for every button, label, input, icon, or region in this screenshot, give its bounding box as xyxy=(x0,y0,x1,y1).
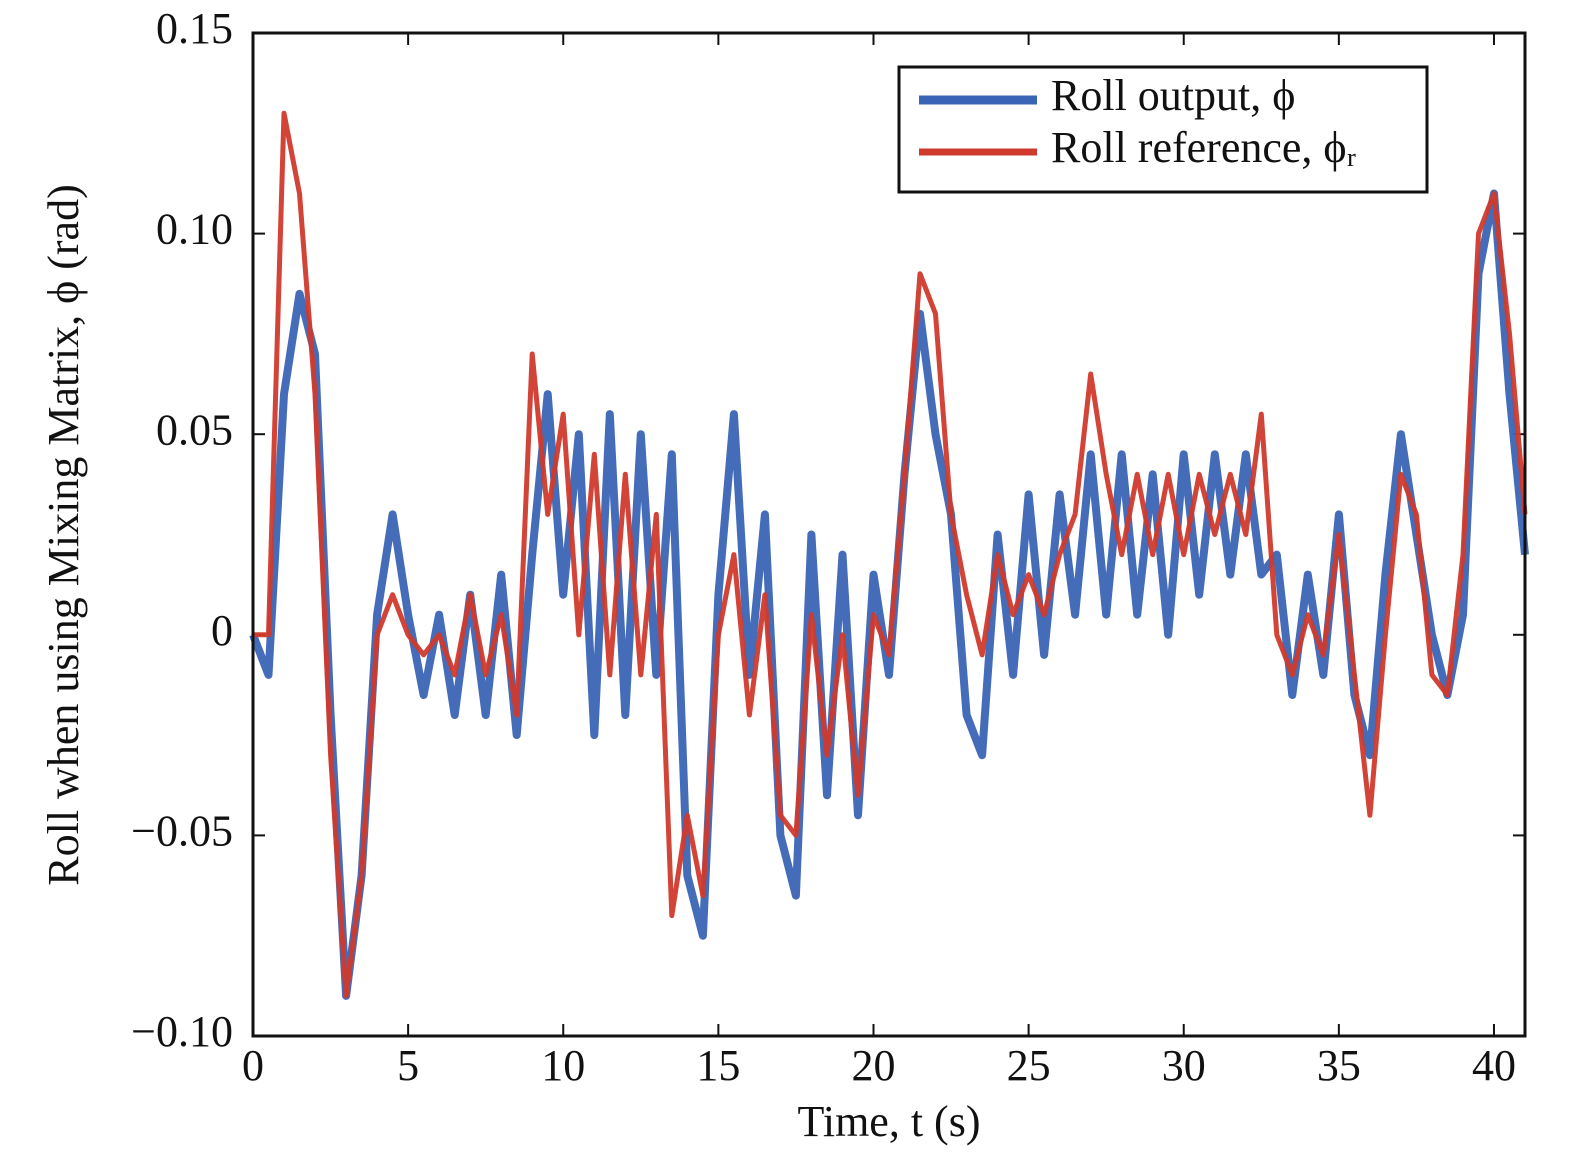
series-line xyxy=(249,189,1529,1000)
y-tick-label: −0.10 xyxy=(131,1007,233,1056)
y-tick-label: 0 xyxy=(211,606,233,655)
x-tick-label: 30 xyxy=(1162,1041,1206,1090)
x-tick-label: 0 xyxy=(242,1041,264,1090)
x-tick-label: 15 xyxy=(696,1041,740,1090)
x-tick-label: 10 xyxy=(541,1041,585,1090)
plot-frame xyxy=(251,31,1527,1038)
legend-box xyxy=(897,65,1429,194)
x-axis-label: Time, t (s) xyxy=(798,1097,981,1146)
x-tick-label: 35 xyxy=(1317,1041,1361,1090)
y-tick-label: −0.05 xyxy=(131,806,233,855)
y-axis-label: Roll when using Mixing Matrix, ϕ (rad) xyxy=(39,184,88,885)
series-line xyxy=(253,110,1528,999)
legend-label: Roll reference, ϕᵣ xyxy=(1051,123,1357,172)
x-tick-label: 40 xyxy=(1472,1041,1516,1090)
x-tick-label: 20 xyxy=(851,1041,895,1090)
x-tick-label: 5 xyxy=(397,1041,419,1090)
x-tick-label: 25 xyxy=(1007,1041,1051,1090)
y-tick-label: 0.15 xyxy=(156,4,233,53)
y-tick-label: 0.10 xyxy=(156,205,233,254)
y-tick-label: 0.05 xyxy=(156,405,233,454)
legend-label: Roll output, ϕ xyxy=(1051,71,1295,120)
